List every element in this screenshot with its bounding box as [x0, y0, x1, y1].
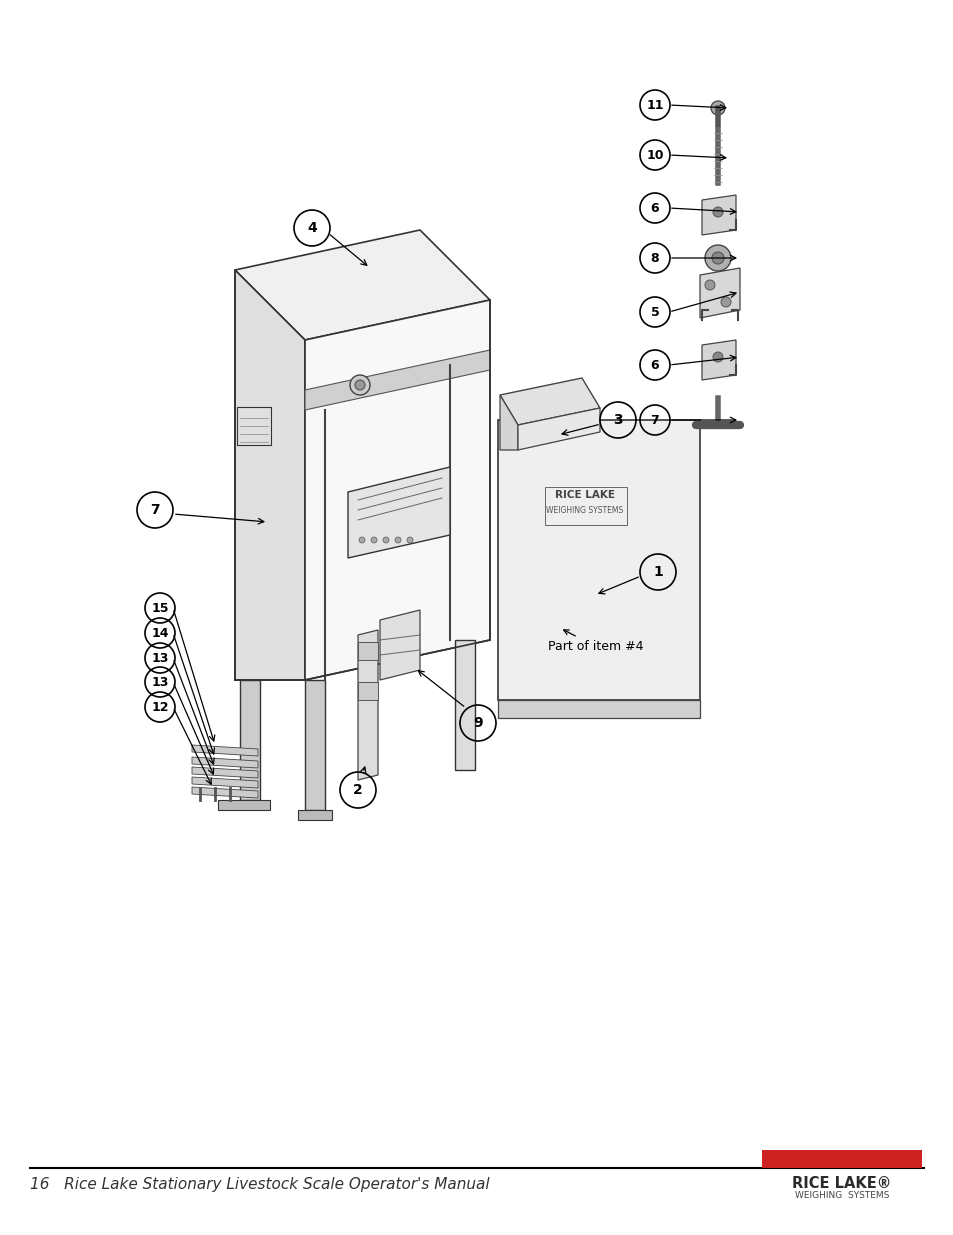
Text: 10: 10	[645, 148, 663, 162]
Text: 15: 15	[152, 601, 169, 615]
Polygon shape	[192, 777, 257, 788]
Polygon shape	[497, 420, 700, 700]
Circle shape	[720, 296, 730, 308]
Circle shape	[407, 537, 413, 543]
Polygon shape	[499, 395, 517, 450]
Text: 11: 11	[645, 99, 663, 111]
Polygon shape	[455, 640, 475, 769]
Polygon shape	[305, 350, 490, 410]
Polygon shape	[379, 610, 419, 680]
FancyBboxPatch shape	[357, 682, 377, 700]
Polygon shape	[700, 268, 740, 317]
Polygon shape	[701, 195, 735, 235]
Text: 13: 13	[152, 652, 169, 664]
Polygon shape	[348, 467, 450, 558]
Circle shape	[382, 537, 389, 543]
FancyBboxPatch shape	[236, 408, 271, 445]
Text: RICE LAKE: RICE LAKE	[555, 490, 615, 500]
Text: WEIGHING SYSTEMS: WEIGHING SYSTEMS	[546, 506, 623, 515]
Text: 3: 3	[613, 412, 622, 427]
Text: 8: 8	[650, 252, 659, 264]
Circle shape	[712, 352, 722, 362]
Polygon shape	[305, 300, 490, 680]
Circle shape	[395, 537, 400, 543]
Text: RICE LAKE®: RICE LAKE®	[792, 1176, 891, 1191]
Text: 14: 14	[152, 626, 169, 640]
Text: 6: 6	[650, 358, 659, 372]
Text: 5: 5	[650, 305, 659, 319]
Text: 16   Rice Lake Stationary Livestock Scale Operator's Manual: 16 Rice Lake Stationary Livestock Scale …	[30, 1177, 489, 1193]
Circle shape	[358, 537, 365, 543]
Circle shape	[704, 245, 730, 270]
Circle shape	[711, 252, 723, 264]
Text: Part of item #4: Part of item #4	[547, 630, 643, 653]
Polygon shape	[297, 810, 332, 820]
Polygon shape	[192, 767, 257, 778]
Circle shape	[371, 537, 376, 543]
Polygon shape	[305, 680, 325, 810]
Polygon shape	[240, 680, 260, 800]
Text: 12: 12	[152, 700, 169, 714]
Polygon shape	[497, 700, 700, 718]
Text: 2: 2	[353, 783, 362, 797]
Circle shape	[350, 375, 370, 395]
Text: 7: 7	[150, 503, 160, 517]
Text: 6: 6	[650, 201, 659, 215]
Text: 7: 7	[650, 414, 659, 426]
Polygon shape	[192, 757, 257, 768]
FancyBboxPatch shape	[761, 1150, 921, 1168]
Polygon shape	[218, 800, 270, 810]
Polygon shape	[517, 408, 599, 450]
Polygon shape	[192, 787, 257, 798]
Circle shape	[710, 101, 724, 115]
Polygon shape	[234, 230, 490, 340]
Circle shape	[704, 280, 714, 290]
FancyBboxPatch shape	[357, 642, 377, 659]
Polygon shape	[192, 745, 257, 756]
Polygon shape	[499, 378, 599, 425]
Circle shape	[355, 380, 365, 390]
Polygon shape	[701, 340, 735, 380]
Circle shape	[712, 207, 722, 217]
Text: 1: 1	[653, 564, 662, 579]
Polygon shape	[357, 630, 377, 781]
Polygon shape	[234, 270, 305, 680]
Text: 4: 4	[307, 221, 316, 235]
Text: 13: 13	[152, 676, 169, 688]
Text: 9: 9	[473, 716, 482, 730]
Text: WEIGHING  SYSTEMS: WEIGHING SYSTEMS	[794, 1192, 888, 1200]
